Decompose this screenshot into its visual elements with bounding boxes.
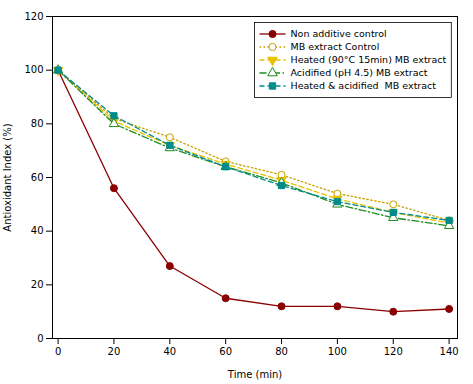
svg-text:120: 120 [384,346,403,357]
svg-text:20: 20 [108,346,121,357]
svg-text:Heated & acidified MB extract: Heated & acidified MB extract [291,80,437,91]
svg-text:60: 60 [31,172,44,183]
svg-text:140: 140 [440,346,459,357]
svg-text:Heated (90°C 15min) MB extract: Heated (90°C 15min) MB extract [291,54,447,65]
svg-text:40: 40 [31,225,44,236]
svg-text:100: 100 [328,346,347,357]
svg-text:120: 120 [24,11,43,22]
svg-text:80: 80 [31,118,44,129]
svg-text:Time (min): Time (min) [227,369,282,380]
svg-text:60: 60 [219,346,232,357]
svg-text:Antioxidant Index (%): Antioxidant Index (%) [2,123,13,231]
svg-text:0: 0 [37,333,43,344]
svg-text:0: 0 [55,346,61,357]
svg-text:100: 100 [24,64,43,75]
svg-text:80: 80 [275,346,288,357]
svg-text:40: 40 [163,346,176,357]
svg-text:20: 20 [31,279,44,290]
svg-text:Non additive control: Non additive control [291,28,387,39]
svg-text:Acidified (pH 4.5) MB extract: Acidified (pH 4.5) MB extract [291,67,428,78]
svg-text:MB extract Control: MB extract Control [291,41,380,52]
